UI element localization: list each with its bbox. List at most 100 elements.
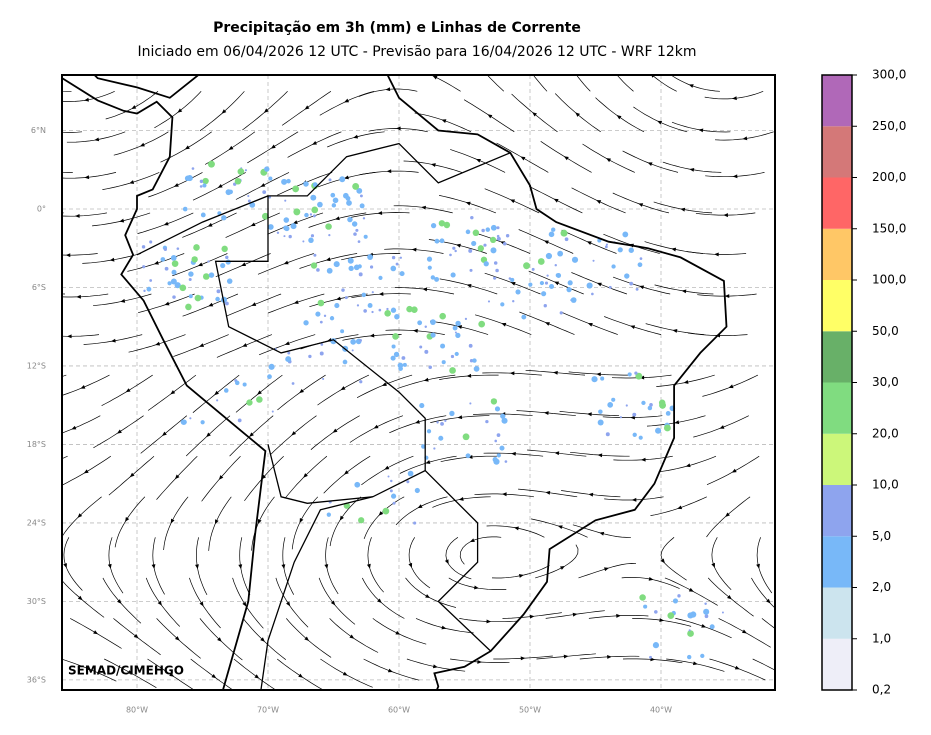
colorbar-bin	[822, 126, 852, 178]
precip-cell	[598, 409, 603, 414]
arrowhead	[109, 257, 115, 262]
precip-cell	[439, 312, 446, 320]
arrowhead	[674, 420, 680, 425]
lon-tick-label: 70°W	[257, 706, 279, 715]
precip-cell	[634, 371, 638, 375]
arrowhead	[599, 531, 605, 536]
streamline	[670, 75, 720, 92]
precip-cell	[357, 240, 361, 243]
arrowhead	[671, 247, 677, 252]
precip-cell	[179, 284, 187, 292]
precip-cell	[367, 303, 373, 308]
arrowhead	[38, 464, 43, 468]
precip-cell	[687, 654, 692, 660]
arrowhead	[151, 564, 156, 570]
precip-cell	[617, 247, 623, 253]
arrowhead	[543, 411, 549, 415]
arrowhead	[343, 175, 349, 180]
precip-cell	[292, 185, 300, 193]
arrowhead	[242, 601, 247, 607]
colorbar-label: 20,0	[872, 426, 899, 440]
arrowhead	[283, 260, 289, 265]
arrowhead	[689, 167, 695, 172]
arrowhead	[683, 380, 689, 384]
precip-cell	[604, 245, 608, 249]
precip-cell	[495, 268, 499, 273]
streamline	[114, 496, 146, 548]
precip-cell	[193, 244, 200, 251]
streamline	[414, 112, 472, 133]
streamline	[62, 579, 105, 618]
arrowhead	[291, 431, 297, 436]
precip-cell	[570, 297, 577, 303]
streamline	[320, 658, 373, 688]
precip-cell	[347, 257, 354, 264]
precip-cell	[268, 176, 273, 181]
precip-cell	[500, 302, 505, 307]
arrowhead	[260, 183, 266, 187]
precip-cell	[622, 231, 629, 238]
precip-cell	[141, 245, 146, 249]
colorbar-bin	[822, 177, 852, 229]
precip-cell	[560, 229, 568, 237]
precip-cell	[246, 399, 253, 406]
precip-cell	[427, 265, 432, 270]
precip-cell	[247, 199, 251, 203]
arrowhead	[660, 558, 665, 564]
precip-cell	[528, 282, 533, 287]
precip-cell	[639, 257, 643, 260]
arrowhead	[286, 601, 291, 607]
precip-cell	[639, 594, 646, 601]
precip-cell	[362, 217, 366, 220]
precip-cell	[390, 493, 397, 499]
colorbar-bin	[822, 382, 852, 434]
colorbar-label: 30,0	[872, 375, 899, 389]
precip-cell	[319, 320, 323, 324]
precip-cell	[221, 245, 228, 253]
precip-cell	[351, 349, 354, 352]
arrowhead	[378, 292, 384, 296]
precip-cell	[665, 411, 671, 416]
arrowhead	[332, 428, 338, 433]
precip-cell	[224, 301, 229, 306]
precip-cell	[191, 256, 198, 263]
arrowhead	[559, 566, 565, 570]
precip-cell	[237, 168, 245, 175]
arrowhead	[80, 385, 86, 389]
precip-cell	[311, 206, 319, 214]
streamline	[430, 75, 461, 92]
precip-cell	[226, 278, 233, 284]
arrowhead	[373, 424, 379, 429]
precip-cell	[611, 397, 616, 402]
arrowhead	[640, 457, 646, 462]
precip-cell	[567, 280, 573, 286]
streamline	[554, 93, 601, 133]
precip-cell	[477, 245, 485, 252]
arrowhead	[425, 460, 431, 464]
arrowhead	[342, 671, 348, 676]
precip-cell	[308, 237, 314, 244]
border	[214, 142, 511, 504]
arrowhead	[107, 563, 112, 569]
precip-cell	[167, 281, 172, 286]
streamline	[389, 415, 447, 434]
arrowhead	[597, 453, 603, 458]
precip-cell	[386, 307, 389, 311]
precip-cell	[356, 187, 363, 194]
arrowhead	[783, 633, 788, 637]
lat-tick-label: 0°	[37, 205, 46, 214]
precip-cell	[391, 255, 396, 260]
streamline	[531, 518, 588, 538]
arrowhead	[116, 429, 122, 434]
precip-cell	[465, 453, 471, 459]
precip-cell	[406, 480, 410, 484]
precip-cell	[490, 224, 497, 231]
streamline	[395, 496, 448, 526]
precip-cell	[658, 399, 666, 406]
precip-cell	[216, 399, 219, 402]
arrowhead	[339, 515, 344, 521]
precip-cell	[413, 521, 417, 525]
arrowhead	[509, 371, 515, 376]
precip-cell	[399, 271, 405, 277]
arrowhead	[413, 328, 418, 333]
